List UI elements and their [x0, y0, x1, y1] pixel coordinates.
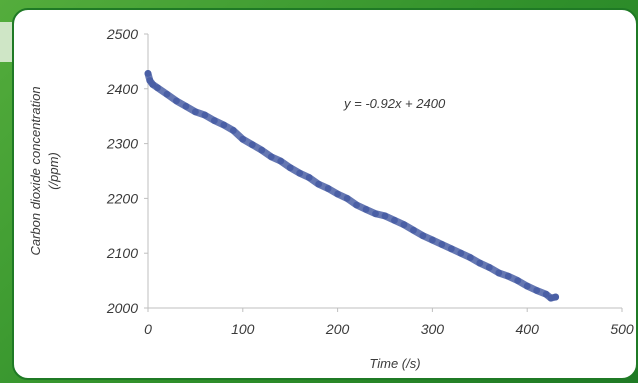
data-point — [476, 259, 484, 267]
data-point — [248, 141, 256, 149]
data-point — [154, 84, 161, 92]
data-point — [324, 185, 332, 192]
data-point — [267, 153, 275, 161]
data-point — [239, 135, 247, 143]
y-tick-label: 2100 — [106, 245, 138, 261]
data-point — [182, 102, 190, 110]
y-axis-label-line2: (/ppm) — [46, 152, 61, 190]
data-point — [144, 70, 152, 77]
data-point — [201, 111, 209, 119]
y-tick-label: 2200 — [106, 190, 138, 206]
data-point — [542, 290, 550, 298]
y-tick-label: 2500 — [106, 26, 138, 42]
data-point — [305, 174, 313, 181]
y-axis-label-line1: Carbon dioxide concentration — [28, 86, 43, 255]
data-point — [438, 241, 446, 248]
x-tick-label: 400 — [516, 321, 540, 337]
data-point — [514, 277, 522, 284]
data-point — [429, 236, 436, 244]
data-point — [192, 108, 199, 116]
scatter-chart: 2000 2100 2200 2300 2400 2500 0 100 200 300 400 500… — [28, 26, 634, 371]
data-point — [466, 254, 474, 261]
data-point — [353, 201, 360, 209]
x-tick-label: 300 — [421, 321, 445, 337]
trendline-equation: y = -0.92x + 2400 — [343, 96, 446, 111]
data-point — [210, 117, 218, 124]
x-tick-label: 100 — [231, 321, 255, 337]
data-point — [495, 269, 503, 277]
data-point — [419, 232, 427, 240]
data-point — [277, 157, 285, 165]
data-point — [485, 264, 493, 271]
data-point — [533, 287, 541, 294]
data-point — [315, 180, 323, 188]
data-point — [286, 164, 294, 172]
y-tick-label: 2400 — [106, 81, 138, 97]
decorative-tab — [0, 22, 12, 62]
x-tick-label: 500 — [610, 321, 634, 337]
data-point — [258, 146, 266, 154]
data-point — [381, 212, 389, 220]
data-point — [163, 90, 171, 98]
y-tick-label: 2000 — [106, 300, 138, 316]
data-point — [400, 221, 408, 229]
data-points — [144, 70, 560, 302]
chart-ticks: 2000 2100 2200 2300 2400 2500 0 100 200 300 400 500 — [106, 26, 634, 337]
data-point — [552, 293, 560, 301]
data-point — [343, 195, 351, 202]
data-point — [334, 190, 341, 198]
data-point — [457, 249, 465, 257]
data-point — [149, 81, 157, 88]
x-tick-label: 0 — [144, 321, 152, 337]
x-axis-label: Time (/s) — [369, 356, 420, 371]
data-point — [523, 282, 531, 290]
y-tick-label: 2300 — [106, 136, 138, 152]
data-point — [296, 169, 304, 177]
data-point — [504, 272, 512, 280]
data-point — [410, 226, 417, 234]
data-point — [220, 121, 228, 129]
data-point — [229, 127, 237, 134]
x-tick-label: 200 — [325, 321, 350, 337]
data-point — [391, 216, 398, 224]
data-point — [447, 245, 455, 253]
data-point — [362, 205, 370, 213]
chart-panel: 2000 2100 2200 2300 2400 2500 0 100 200 300 400 500… — [12, 8, 638, 380]
chart-axes — [147, 34, 622, 309]
data-point — [173, 97, 180, 105]
data-point — [372, 210, 379, 218]
